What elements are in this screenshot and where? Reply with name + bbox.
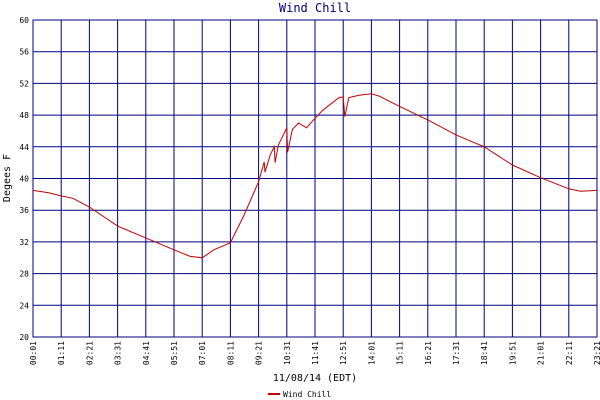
y-tick-label: 32 [19, 238, 29, 247]
x-tick-label: 10:31 [283, 341, 292, 365]
x-tick-label: 00:01 [29, 341, 38, 365]
y-tick-label: 28 [19, 270, 29, 279]
y-tick-label: 48 [19, 111, 29, 120]
x-tick-label: 12:51 [339, 341, 348, 365]
x-tick-label: 07:01 [198, 341, 207, 365]
x-tick-label: 14:01 [367, 341, 376, 365]
x-tick-label: 15:11 [396, 341, 405, 365]
y-tick-label: 24 [19, 301, 29, 310]
y-tick-label: 40 [19, 175, 29, 184]
x-tick-label: 23:21 [593, 341, 600, 365]
x-tick-label: 08:11 [226, 341, 235, 365]
y-tick-label: 52 [19, 79, 29, 88]
y-axis-label: Degees F [2, 154, 13, 202]
x-tick-label: 21:01 [537, 341, 546, 365]
x-tick-label: 18:41 [480, 341, 489, 365]
legend-label: Wind Chill [283, 390, 331, 399]
x-tick-label: 03:31 [114, 341, 123, 365]
chart-title: Wind Chill [279, 1, 351, 15]
y-tick-label: 20 [19, 333, 29, 342]
y-tick-label: 36 [19, 206, 29, 215]
x-tick-label: 04:41 [142, 341, 151, 365]
x-tick-label: 22:11 [565, 341, 574, 365]
x-tick-label: 01:11 [57, 341, 66, 365]
x-tick-label: 09:21 [255, 341, 264, 365]
y-tick-label: 44 [19, 143, 29, 152]
data-line [32, 93, 598, 259]
x-tick-label: 11:41 [311, 341, 320, 365]
x-tick-label: 16:21 [424, 341, 433, 365]
x-axis-label: 11/08/14 (EDT) [273, 373, 357, 384]
x-tick-label: 05:51 [170, 341, 179, 365]
y-tick-label: 56 [19, 48, 29, 57]
x-tick-label: 19:51 [508, 341, 517, 365]
y-tick-label: 60 [19, 16, 29, 25]
x-tick-label: 17:31 [452, 341, 461, 365]
x-tick-label: 02:21 [85, 341, 94, 365]
